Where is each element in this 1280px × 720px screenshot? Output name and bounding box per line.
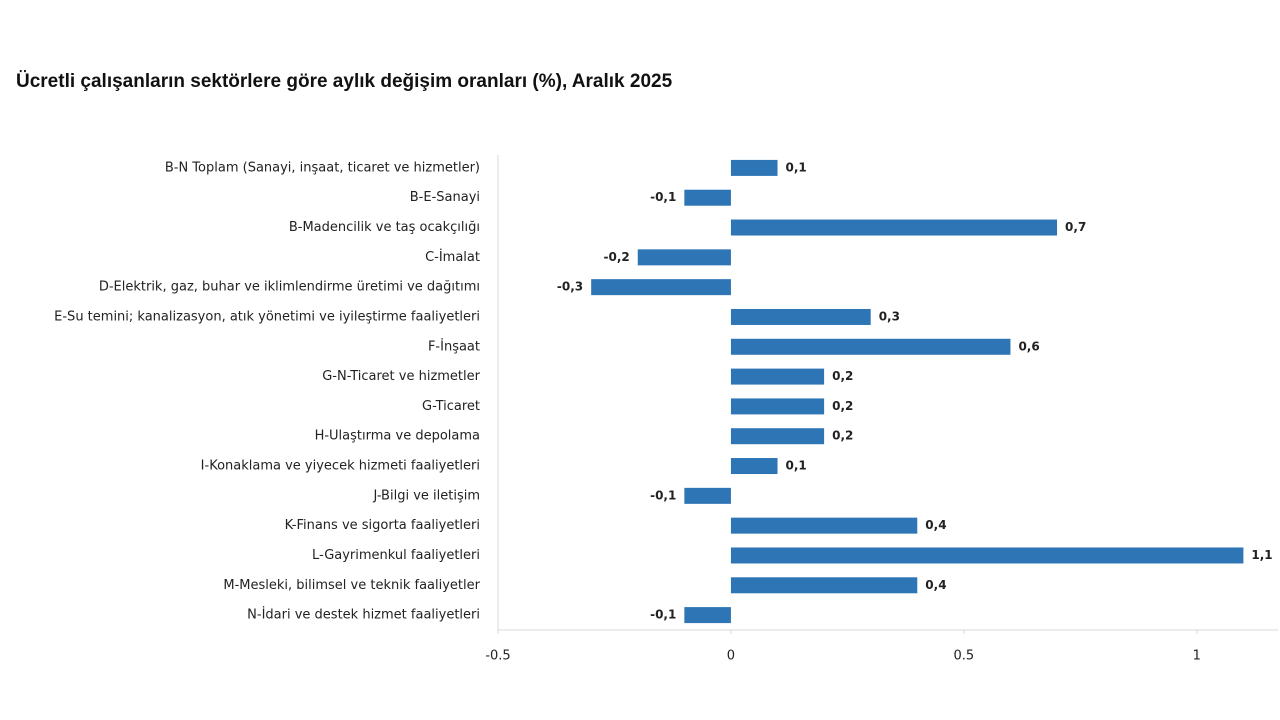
- x-tick-label: 1: [1193, 649, 1201, 664]
- y-tick-label: B-Madencilik ve taş ocakçılığı: [289, 220, 480, 235]
- chart-title: Ücretli çalışanların sektörlere göre ayl…: [16, 71, 673, 92]
- y-tick-label: D-Elektrik, gaz, buhar ve iklimlendirme …: [99, 280, 480, 295]
- bar: [730, 338, 1011, 355]
- value-label: 0,4: [925, 578, 946, 592]
- value-label: 0,1: [786, 459, 807, 473]
- value-label: -0,3: [557, 280, 583, 294]
- bar: [684, 607, 731, 624]
- bar: [730, 219, 1058, 236]
- bar: [684, 189, 731, 206]
- y-tick-label: C-İmalat: [425, 249, 480, 265]
- value-label: 0,4: [925, 518, 946, 532]
- value-label: 0,2: [832, 399, 853, 413]
- bar: [730, 159, 778, 176]
- value-label: 0,2: [832, 429, 853, 443]
- y-tick-label: B-E-Sanayi: [410, 190, 480, 205]
- y-tick-label: J-Bilgi ve iletişim: [372, 488, 480, 503]
- bar: [730, 547, 1244, 564]
- bar: [730, 398, 825, 415]
- bar: [730, 368, 825, 385]
- y-tick-label: M-Mesleki, bilimsel ve teknik faaliyetle…: [223, 578, 480, 593]
- y-tick-label: K-Finans ve sigorta faaliyetleri: [285, 518, 480, 533]
- bar: [730, 458, 778, 475]
- y-tick-label: L-Gayrimenkul faaliyetleri: [312, 548, 480, 563]
- y-tick-label: G-N-Ticaret ve hizmetler: [322, 369, 480, 384]
- value-label: 1,1: [1251, 548, 1272, 562]
- value-label: 0,6: [1018, 339, 1039, 353]
- y-tick-label: E-Su temini; kanalizasyon, atık yönetimi…: [54, 309, 480, 324]
- bar: [637, 249, 731, 266]
- x-tick-label: 0: [727, 649, 735, 664]
- y-tick-label: N-İdari ve destek hizmet faaliyetleri: [247, 607, 480, 623]
- bar: [730, 428, 825, 445]
- value-label: -0,1: [650, 190, 676, 204]
- bar: [591, 279, 731, 296]
- bar: [730, 577, 918, 594]
- x-tick-label: -0.5: [485, 649, 510, 664]
- value-label: 0,1: [786, 160, 807, 174]
- value-label: -0,1: [650, 608, 676, 622]
- value-label: -0,1: [650, 488, 676, 502]
- x-tick-label: 0.5: [954, 649, 975, 664]
- value-label: -0,2: [604, 250, 630, 264]
- bar: [730, 517, 918, 534]
- bar: [730, 308, 871, 325]
- y-tick-label: G-Ticaret: [422, 399, 480, 414]
- y-tick-label: B-N Toplam (Sanayi, inşaat, ticaret ve h…: [165, 160, 480, 175]
- y-tick-label: I-Konaklama ve yiyecek hizmeti faaliyetl…: [201, 459, 480, 474]
- value-label: 0,7: [1065, 220, 1086, 234]
- bar: [684, 487, 731, 504]
- y-tick-label: H-Ulaştırma ve depolama: [315, 429, 480, 444]
- value-label: 0,2: [832, 369, 853, 383]
- y-tick-label: F-İnşaat: [428, 338, 480, 354]
- value-label: 0,3: [879, 309, 900, 323]
